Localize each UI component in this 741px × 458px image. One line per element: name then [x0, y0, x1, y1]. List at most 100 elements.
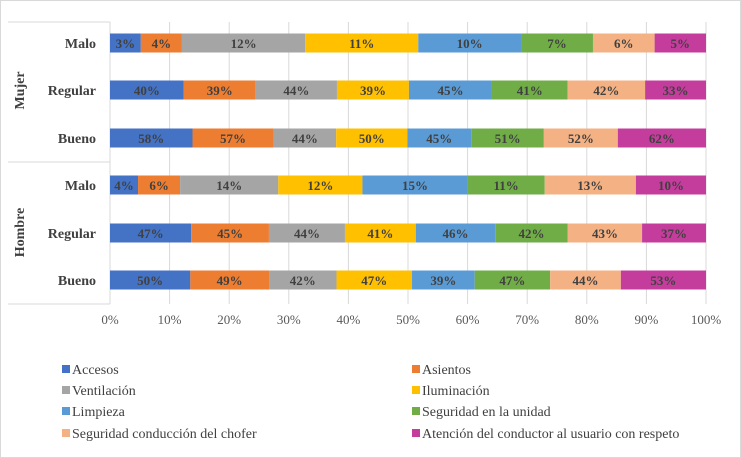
data-label: 4% [114, 178, 134, 193]
bar-segment-seguridad-conducci-n-del-chofer [567, 80, 646, 100]
bar-segment-accesos [110, 175, 139, 195]
bar-segment-limpieza [415, 223, 496, 243]
bar-segment-iluminaci-n [336, 128, 408, 148]
bar-segment-seguridad-conducci-n-del-chofer [592, 33, 655, 53]
legend-label: Atención del conductor al usuario con re… [422, 427, 679, 442]
bar-segment-atenci-n-del-conductor-al-usuario-con-respeto [645, 80, 706, 100]
data-label: 62% [649, 131, 675, 146]
data-label: 42% [519, 226, 545, 241]
legend-swatch [62, 407, 70, 415]
data-label: 45% [217, 226, 243, 241]
data-label: 42% [290, 273, 316, 288]
x-tick-label: 10% [158, 312, 182, 327]
data-label: 51% [495, 131, 521, 146]
bar-segment-seguridad-conducci-n-del-chofer [543, 128, 618, 148]
legend-label: Accesos [72, 363, 119, 378]
bar-segment-atenci-n-del-conductor-al-usuario-con-respeto [654, 33, 706, 53]
bar-segment-seguridad-en-la-unidad [495, 223, 568, 243]
data-label: 58% [138, 131, 164, 146]
data-label: 42% [593, 83, 619, 98]
bar-segment-ventilaci-n [255, 80, 337, 100]
data-label: 50% [137, 273, 163, 288]
data-label: 50% [359, 131, 385, 146]
legend-label: Limpieza [72, 405, 126, 420]
data-label: 39% [430, 273, 456, 288]
x-tick-label: 70% [515, 312, 539, 327]
bar-segment-asientos [138, 175, 181, 195]
bar-segment-seguridad-en-la-unidad [491, 80, 568, 100]
legend-label: Seguridad conducción del chofer [72, 427, 257, 442]
data-label: 47% [138, 226, 164, 241]
legend-swatch [412, 429, 420, 437]
bar-segment-iluminaci-n [344, 223, 416, 243]
data-label: 13% [577, 178, 603, 193]
legend-label: Ventilación [72, 384, 136, 399]
bar-segment-seguridad-en-la-unidad [474, 270, 551, 290]
data-label: 5% [671, 36, 691, 51]
legend-swatch [62, 365, 70, 373]
legend-swatch [412, 407, 420, 415]
bar-segment-asientos [190, 270, 270, 290]
legend-swatch [412, 386, 420, 394]
data-label: 12% [231, 36, 257, 51]
legend-swatch [62, 429, 70, 437]
data-label: 45% [426, 131, 452, 146]
bar-segment-atenci-n-del-conductor-al-usuario-con-respeto [620, 270, 706, 290]
data-label: 11% [494, 178, 519, 193]
category-label: Regular [48, 227, 96, 242]
data-label: 46% [443, 226, 469, 241]
data-label: 39% [207, 83, 233, 98]
bar-segment-iluminaci-n [336, 80, 409, 100]
bar-segment-limpieza [418, 33, 522, 53]
bar-segment-seguridad-conducci-n-del-chofer [567, 223, 643, 243]
bar-segment-limpieza [408, 80, 492, 100]
bar-segment-iluminaci-n [278, 175, 363, 195]
data-label: 44% [294, 226, 320, 241]
bar-segment-iluminaci-n [336, 270, 413, 290]
legend-swatch [62, 386, 70, 394]
data-label: 39% [360, 83, 386, 98]
bar-segment-accesos [110, 128, 193, 148]
bar-segment-ventilaci-n [180, 175, 279, 195]
data-label: 40% [134, 83, 160, 98]
x-tick-label: 0% [101, 312, 119, 327]
legend-label: Asientos [422, 363, 471, 378]
data-label: 45% [437, 83, 463, 98]
data-label: 44% [292, 131, 318, 146]
data-label: 3% [116, 36, 136, 51]
x-axis-ticks: 0% 10% 20% 30% 40% 50% 60% 70% 80% 90% 100% [101, 312, 721, 327]
x-tick-label: 90% [634, 312, 658, 327]
category-label: Malo [65, 37, 96, 52]
bar-segment-limpieza [362, 175, 468, 195]
data-label: 4% [152, 36, 172, 51]
bar-segment-asientos [191, 223, 269, 243]
data-label: 49% [217, 273, 243, 288]
bar-segment-atenci-n-del-conductor-al-usuario-con-respeto [617, 128, 706, 148]
data-label: 15% [402, 178, 428, 193]
bar-segment-ventilaci-n [181, 33, 306, 53]
x-tick-label: 80% [575, 312, 599, 327]
category-label: Regular [48, 84, 96, 99]
bar-segment-asientos [192, 128, 274, 148]
data-label: 6% [614, 36, 634, 51]
data-label: 10% [658, 178, 684, 193]
bar-segment-limpieza [412, 270, 475, 290]
legend-swatch [412, 365, 420, 373]
data-label: 41% [367, 226, 393, 241]
x-tick-label: 40% [336, 312, 360, 327]
data-label: 52% [568, 131, 594, 146]
data-label: 6% [149, 178, 169, 193]
bar-segment-limpieza [407, 128, 472, 148]
bar-segment-asientos [183, 80, 256, 100]
group-label-mujer: Mujer [13, 71, 28, 109]
data-label: 47% [499, 273, 525, 288]
x-tick-label: 30% [277, 312, 301, 327]
bar-segment-seguridad-en-la-unidad [467, 175, 545, 195]
bar-segment-ventilaci-n [268, 223, 345, 243]
bar-segment-ventilaci-n [269, 270, 337, 290]
data-label: 12% [307, 178, 333, 193]
x-tick-label: 50% [396, 312, 420, 327]
bar-segment-atenci-n-del-conductor-al-usuario-con-respeto [642, 223, 706, 243]
bar-segment-accesos [110, 223, 192, 243]
